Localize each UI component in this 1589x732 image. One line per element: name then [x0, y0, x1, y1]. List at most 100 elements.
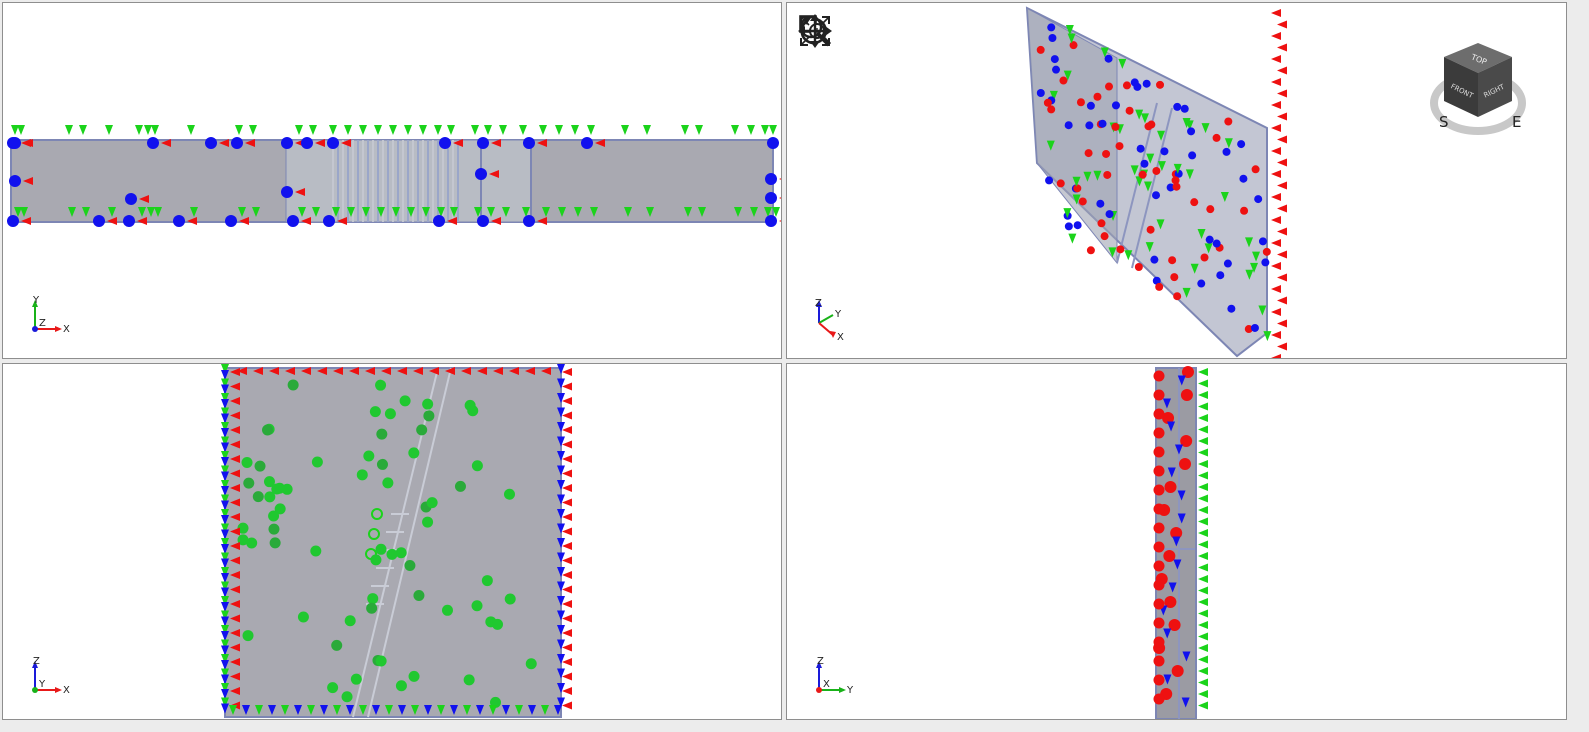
support-arrow	[571, 125, 579, 135]
support-arrow	[11, 125, 19, 135]
load-arrow	[1271, 32, 1281, 40]
support-arrow	[309, 125, 317, 135]
support-arrow	[221, 587, 229, 598]
restraint-node	[1155, 282, 1164, 291]
support-arrow	[1198, 609, 1208, 618]
support-arrow	[221, 436, 229, 447]
side-view-canvas[interactable]	[787, 364, 1566, 719]
support-arrow	[1173, 163, 1182, 174]
restraint-node	[1224, 117, 1233, 126]
top-view-canvas[interactable]	[3, 3, 781, 358]
support-arrow	[557, 494, 565, 505]
spring-node	[310, 545, 322, 557]
view-cube[interactable]: TOP FRONT RIGHT S E	[1428, 39, 1528, 139]
restraint-node	[173, 215, 185, 227]
spring-node	[399, 395, 411, 407]
load-arrow	[1277, 158, 1287, 167]
support-arrow	[389, 125, 397, 135]
support-arrow	[1167, 467, 1176, 478]
load-arrow	[1277, 296, 1287, 305]
support-arrow	[557, 610, 565, 621]
support-arrow	[554, 705, 562, 715]
restraint-node	[1085, 121, 1094, 130]
restraint-node	[1262, 247, 1271, 256]
support-arrow	[1198, 540, 1208, 549]
support-arrow	[489, 705, 497, 715]
support-arrow	[221, 494, 229, 505]
spring-node	[281, 483, 293, 495]
restraint-node	[1153, 465, 1165, 477]
support-arrow	[422, 207, 430, 217]
support-arrow	[221, 465, 229, 476]
restraint-node	[1179, 458, 1192, 470]
support-arrow	[734, 207, 742, 217]
viewport-front[interactable]: Z X Y	[2, 363, 782, 720]
restraint-node	[1111, 122, 1120, 131]
load-arrow	[219, 139, 229, 147]
isometric-view-canvas[interactable]	[787, 3, 1566, 358]
spring-node	[525, 658, 537, 670]
restraint-node	[1153, 427, 1165, 439]
viewport-side[interactable]: Z Y X	[786, 363, 1567, 720]
support-arrow	[295, 125, 303, 135]
support-arrow	[450, 207, 458, 217]
restraint-node	[231, 137, 243, 149]
axis-triad: Z Y X	[809, 654, 869, 714]
viewport-top[interactable]: Y X Z	[2, 2, 782, 359]
restraint-node	[477, 215, 489, 227]
support-arrow	[1245, 237, 1254, 248]
support-arrow	[557, 436, 565, 447]
load-arrow	[491, 217, 501, 225]
support-arrow	[242, 705, 250, 715]
support-arrow	[1083, 171, 1092, 182]
load-arrow	[1277, 273, 1287, 282]
restraint-node	[433, 215, 445, 227]
load-arrow	[445, 367, 455, 375]
load-arrow	[1271, 9, 1281, 17]
support-arrow	[221, 523, 229, 534]
spring-node	[252, 491, 264, 503]
restraint-node	[1153, 503, 1165, 515]
support-arrow	[1198, 563, 1208, 572]
restraint-node	[287, 215, 299, 227]
restraint-node	[1240, 206, 1249, 215]
spring-node	[367, 593, 379, 605]
support-arrow	[557, 639, 565, 650]
spring-node	[386, 548, 398, 560]
viewport-isometric[interactable]: TOP FRONT RIGHT S E Z Y X	[786, 2, 1567, 359]
fit-extents-icon[interactable]	[797, 13, 833, 49]
restraint-node	[1103, 170, 1112, 179]
spring-node	[375, 655, 387, 667]
restraint-node	[581, 137, 593, 149]
support-arrow	[557, 538, 565, 548]
restraint-node	[1250, 323, 1259, 332]
spring-node	[356, 469, 368, 481]
support-arrow	[14, 207, 22, 217]
load-arrow	[562, 368, 572, 376]
front-view-canvas[interactable]	[3, 364, 781, 719]
load-arrow	[1271, 354, 1281, 358]
support-arrow	[1162, 398, 1171, 409]
support-arrow	[372, 705, 380, 715]
support-arrow	[646, 207, 654, 217]
restraint-node	[1043, 98, 1052, 107]
restraint-node	[225, 215, 237, 227]
axis-label-out: Z	[39, 318, 46, 329]
support-arrow	[398, 705, 406, 715]
restraint-node	[1205, 235, 1214, 244]
load-arrow	[562, 556, 572, 565]
support-arrow	[329, 125, 337, 135]
support-arrow	[1168, 582, 1177, 593]
restraint-node	[1200, 253, 1209, 262]
support-arrow	[1068, 233, 1077, 244]
support-arrow	[138, 207, 146, 217]
support-arrow	[1198, 552, 1208, 560]
load-arrow	[562, 484, 572, 492]
support-arrow	[557, 625, 565, 635]
support-arrow	[221, 567, 229, 577]
support-arrow	[1135, 109, 1144, 120]
support-arrow	[1167, 421, 1176, 432]
spring-node	[454, 480, 466, 492]
support-arrow	[1124, 250, 1133, 261]
spring-node	[376, 458, 388, 470]
